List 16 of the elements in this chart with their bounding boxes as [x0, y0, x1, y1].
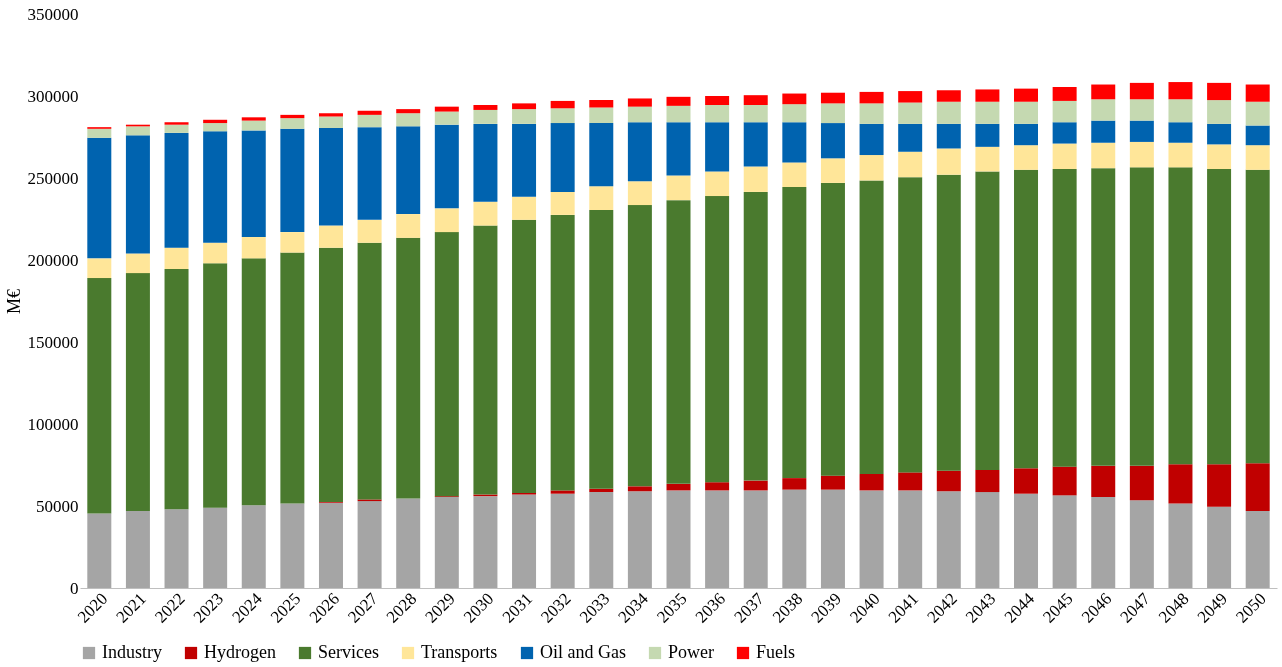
- legend-label: Hydrogen: [204, 642, 276, 662]
- y-axis-title: M€: [3, 288, 24, 315]
- y-tick-label: 100000: [27, 414, 79, 434]
- legend-label: Services: [318, 642, 379, 662]
- y-tick-label: 300000: [27, 86, 79, 106]
- legend-label: Fuels: [756, 642, 796, 662]
- y-tick-label: 350000: [27, 4, 79, 24]
- legend-label: Industry: [102, 642, 162, 662]
- y-tick-label: 50000: [36, 496, 79, 516]
- y-tick-label: 150000: [27, 332, 79, 352]
- legend-label: Oil and Gas: [540, 642, 626, 662]
- y-tick-label: 200000: [27, 250, 79, 270]
- legend-label: Transports: [421, 642, 498, 662]
- legend-label: Power: [668, 642, 714, 662]
- y-tick-label: 250000: [27, 168, 79, 188]
- y-tick-label: 0: [70, 578, 79, 598]
